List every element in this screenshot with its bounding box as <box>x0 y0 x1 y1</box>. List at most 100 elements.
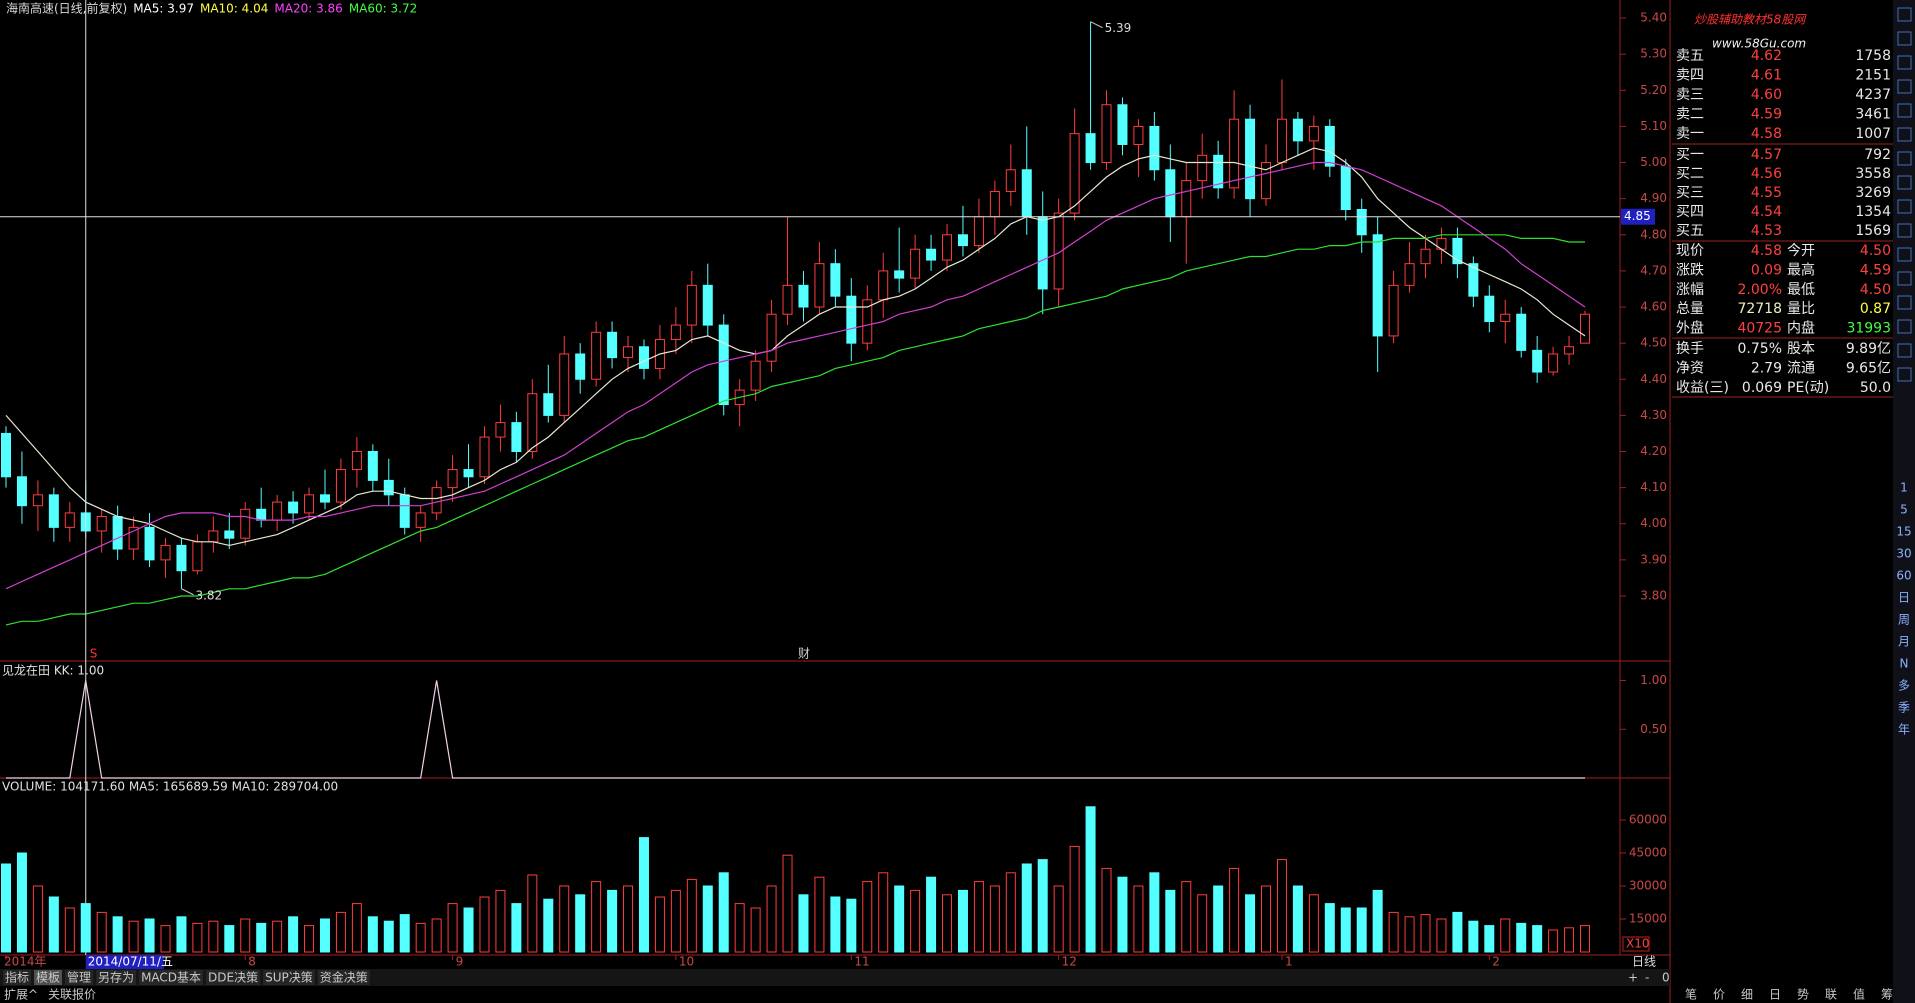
candle-body <box>479 436 490 478</box>
volume-bar <box>1500 918 1511 953</box>
candle-body <box>623 346 634 359</box>
tab[interactable]: SUP决策 <box>265 971 313 985</box>
volume-bar <box>511 903 522 953</box>
volume-bar <box>256 922 267 953</box>
side-tool[interactable]: 5 <box>1900 503 1908 517</box>
side-tool[interactable]: 多 <box>1898 679 1910 693</box>
stat-label: PE(动) <box>1787 380 1829 396</box>
side-tool[interactable]: 周 <box>1898 613 1910 627</box>
candle-body <box>1468 263 1479 297</box>
volume-bar <box>1324 903 1335 953</box>
footer-item[interactable]: 关联报价 <box>48 987 96 1002</box>
y-tick-label: 45000 <box>1629 846 1667 860</box>
footer-item[interactable]: 扩展^ <box>4 988 38 1002</box>
stat-value: 4.50 <box>1860 243 1891 259</box>
chart-header: MA5: 3.97 <box>133 2 194 16</box>
volume-bar <box>973 881 984 953</box>
side-tool[interactable]: 季 <box>1898 701 1910 715</box>
candle-body <box>1388 284 1399 337</box>
volume-bar <box>399 914 410 953</box>
high-label: 5.39 <box>1105 21 1132 35</box>
panel-tab[interactable]: 价 <box>1713 988 1725 1002</box>
panel-tab[interactable]: 筹 <box>1881 988 1893 1002</box>
tab[interactable]: 资金决策 <box>320 970 368 985</box>
volume-bar <box>782 854 793 953</box>
volume-bar <box>846 898 857 953</box>
panel-tab[interactable]: 日 <box>1769 988 1781 1002</box>
side-tool[interactable]: 月 <box>1898 635 1910 649</box>
side-tool[interactable]: 年 <box>1898 723 1910 737</box>
zoom-button[interactable]: + <box>1628 971 1638 985</box>
panel-tab[interactable]: 细 <box>1741 988 1753 1002</box>
candle-body <box>1181 180 1192 218</box>
date-box <box>85 955 164 969</box>
tab-bg <box>317 970 370 985</box>
candle-body <box>1308 125 1319 142</box>
y-tick-label: 4.60 <box>1640 300 1667 314</box>
event-marker: 财 <box>798 647 810 661</box>
stat-value: 4.50 <box>1860 282 1891 298</box>
candle-body <box>1037 216 1048 290</box>
tab[interactable]: DDE决策 <box>208 971 258 985</box>
zoom-button[interactable]: - <box>1645 971 1649 985</box>
stat-value: 4.59 <box>1860 262 1891 278</box>
volume-bar <box>1356 907 1367 953</box>
tab[interactable]: MACD基本 <box>141 971 201 985</box>
bid-price: 4.56 <box>1751 166 1782 182</box>
tab[interactable]: 另存为 <box>98 971 134 985</box>
ask-label: 卖三 <box>1676 87 1704 103</box>
bid-price: 4.55 <box>1751 185 1782 201</box>
volume-bar <box>623 885 634 953</box>
volume-bar <box>144 918 155 953</box>
volume-bar <box>1069 845 1080 953</box>
tool-icon <box>1897 295 1912 310</box>
y-tick-label: 3.80 <box>1640 588 1667 602</box>
candle-body <box>878 270 889 301</box>
panel-tab[interactable]: 势 <box>1797 988 1809 1002</box>
candle-body <box>1420 248 1431 265</box>
x-tick-label: 1 <box>1285 955 1293 969</box>
tab[interactable]: 管理 <box>67 970 91 985</box>
volume-bar <box>591 881 602 953</box>
side-tool[interactable]: 日 <box>1898 591 1910 605</box>
tab-bar <box>0 969 1670 986</box>
side-tool[interactable]: 1 <box>1900 481 1908 495</box>
ask-volume: 2151 <box>1855 68 1891 84</box>
volume-bar <box>80 903 91 953</box>
panel-tab[interactable]: 值 <box>1853 987 1865 1002</box>
bid-volume: 1354 <box>1855 204 1891 220</box>
indicator-line <box>6 680 1585 779</box>
leader-line <box>181 588 194 596</box>
candle-body <box>894 270 905 279</box>
side-tool[interactable]: 30 <box>1896 547 1911 561</box>
candle-body <box>1564 346 1575 355</box>
candle-body <box>1229 118 1240 189</box>
volume-bar <box>431 918 442 953</box>
candle-body <box>942 234 953 261</box>
side-tool[interactable]: 15 <box>1896 525 1911 539</box>
panel-tab[interactable]: 联 <box>1825 988 1837 1002</box>
side-tool[interactable]: N <box>1900 657 1909 671</box>
zoom-button[interactable]: 0 <box>1662 971 1670 985</box>
side-tool[interactable]: 60 <box>1896 569 1911 583</box>
tab-bg <box>263 970 315 985</box>
ask-volume: 1007 <box>1855 126 1891 142</box>
candle-body <box>957 234 968 247</box>
tool-icon <box>1897 199 1912 214</box>
chart-header: MA60: 3.72 <box>349 2 417 16</box>
volume-bar <box>240 918 251 953</box>
tab[interactable]: 模板 <box>36 971 60 985</box>
candle-body <box>638 346 649 369</box>
tab[interactable]: 指标 <box>5 970 29 985</box>
candle-body <box>16 476 27 507</box>
panel-tab[interactable]: 笔 <box>1685 987 1697 1002</box>
candle-body <box>1484 295 1495 322</box>
volume-bar <box>64 907 75 953</box>
tool-icon <box>1897 55 1912 70</box>
candle-body <box>1117 104 1128 145</box>
candle-body <box>335 469 346 503</box>
candle-body <box>240 508 251 539</box>
stat-value: 0.87 <box>1860 301 1891 317</box>
candle-body <box>1021 169 1032 218</box>
